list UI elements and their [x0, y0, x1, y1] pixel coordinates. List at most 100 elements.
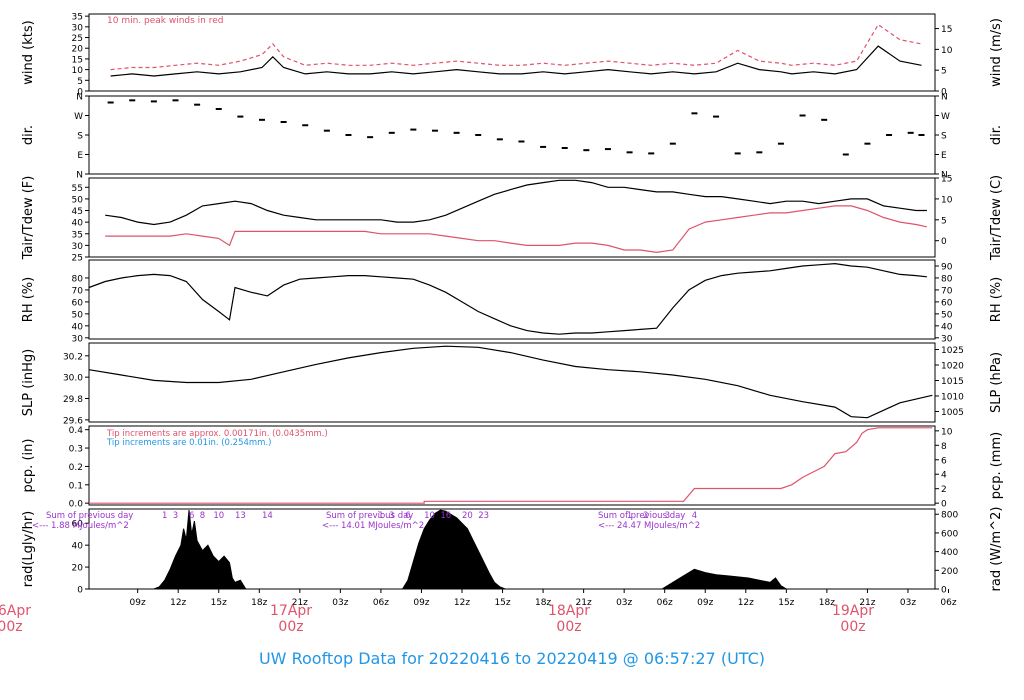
ylabel-left: Tair/Tdew (F)	[21, 176, 36, 261]
right-tick-label: 0	[941, 237, 947, 247]
x-tick-label: 03z	[616, 598, 632, 608]
left-tick-label: 35	[72, 13, 83, 23]
right-tick-label: 0	[941, 586, 947, 596]
direction-point	[345, 134, 352, 136]
left-tick-label: E	[77, 151, 83, 161]
figure-title: UW Rooftop Data for 20220416 to 20220419…	[258, 649, 766, 668]
radiation-area	[153, 509, 789, 590]
direction-point	[215, 108, 222, 110]
radiation-marker: 1	[627, 511, 632, 521]
panel-frame	[88, 259, 936, 340]
ylabel-right: rad (W/m^2)	[989, 507, 1004, 592]
left-tick-label: 5	[77, 77, 83, 87]
direction-point	[918, 134, 925, 136]
left-tick-label: 29.6	[63, 416, 83, 426]
radiation-marker: 4	[692, 511, 697, 521]
direction-point	[410, 128, 417, 131]
right-tick-label: 1020	[941, 361, 964, 371]
right-tick-label: 0	[941, 88, 947, 98]
direction-point	[453, 131, 460, 134]
x-tick-label: 18z	[819, 598, 835, 608]
direction-point	[864, 142, 871, 145]
panel-annotation: 10 min. peak winds in red	[107, 16, 224, 26]
x-tick-label: 18z	[535, 598, 551, 608]
left-tick-label: W	[74, 112, 83, 122]
left-tick-label: 50	[72, 195, 84, 205]
right-tick-label: 200	[941, 567, 958, 577]
left-tick-label: 29.8	[63, 395, 83, 405]
left-tick-label: 60	[72, 298, 84, 308]
left-tick-label: 0	[77, 88, 83, 98]
radiation-marker: 23	[478, 511, 489, 521]
direction-point	[367, 136, 374, 139]
ylabel-left: dir.	[21, 125, 36, 145]
x-tick-label: 09z	[697, 598, 713, 608]
day-label: 16Apr	[0, 603, 31, 619]
left-tick-label: 40	[72, 322, 84, 332]
day-label: 19Apr	[832, 603, 874, 619]
x-tick-label: 18z	[251, 598, 267, 608]
left-tick-label: 25	[72, 34, 83, 44]
x-tick-label: 09z	[130, 598, 146, 608]
left-tick-label: 30	[72, 334, 84, 344]
x-tick-label: 09z	[413, 598, 429, 608]
right-tick-label: W	[941, 112, 950, 122]
right-tick-label: 2	[941, 485, 947, 495]
right-tick-label: 10	[941, 195, 953, 205]
panel-pcp	[85, 425, 939, 506]
right-tick-label: 60	[941, 298, 953, 308]
day-label: 18Apr	[548, 603, 590, 619]
left-tick-label: 80	[72, 274, 84, 284]
radiation-sum: <--- 14.01 MJoules/m^2	[322, 521, 424, 531]
wind-series-line	[110, 23, 922, 71]
direction-point	[518, 140, 525, 143]
radiation-marker: 16	[440, 511, 451, 521]
direction-point	[648, 152, 655, 155]
pcp-series-line	[89, 427, 933, 504]
day-hour-label: 00z	[840, 619, 865, 635]
direction-point	[194, 103, 201, 106]
panel-frame	[88, 342, 936, 423]
radiation-marker: 10	[424, 511, 435, 521]
right-tick-label: 70	[941, 286, 953, 296]
ylabel-left: RH (%)	[21, 277, 36, 322]
ylabel-left: pcp. (in)	[21, 439, 36, 493]
left-tick-label: 0.0	[69, 500, 84, 510]
x-tick-label: 12z	[454, 598, 470, 608]
ylabel-right: pcp. (mm)	[989, 432, 1004, 499]
direction-point	[237, 115, 244, 118]
x-tick-label: 12z	[170, 598, 186, 608]
direction-point	[713, 115, 720, 118]
direction-point	[540, 145, 547, 148]
temperature-series-line	[105, 179, 927, 226]
right-tick-label: 15	[941, 25, 952, 35]
left-tick-label: 50	[72, 310, 84, 320]
radiation-marker: 20	[462, 511, 473, 521]
temperature-series-line	[105, 205, 928, 254]
direction-point	[691, 112, 698, 115]
direction-point	[323, 129, 330, 132]
rh-series-line	[88, 262, 927, 335]
direction-point	[107, 101, 114, 104]
radiation-marker: 6	[189, 511, 194, 521]
radiation-marker: 1	[378, 511, 383, 521]
panel-wind	[85, 13, 939, 92]
direction-point	[280, 121, 287, 123]
direction-point	[302, 124, 309, 127]
x-tick-label: 06z	[657, 598, 673, 608]
right-tick-label: N	[941, 171, 948, 181]
radiation-marker: 10	[213, 511, 224, 521]
x-tick-label: 03z	[332, 598, 348, 608]
day-label: 17Apr	[270, 603, 312, 619]
radiation-marker: 3	[389, 511, 394, 521]
right-tick-label: 1025	[941, 346, 964, 356]
right-tick-label: 10	[941, 46, 953, 56]
left-tick-label: 40	[72, 219, 84, 229]
panel-rad	[85, 508, 939, 590]
left-tick-label: 60	[72, 520, 84, 530]
panel-rh	[85, 259, 939, 340]
direction-point	[172, 99, 179, 102]
ylabel-right: Tair/Tdew (C)	[989, 175, 1004, 261]
right-tick-label: 1015	[941, 377, 964, 387]
x-tick-label: 21z	[292, 598, 308, 608]
